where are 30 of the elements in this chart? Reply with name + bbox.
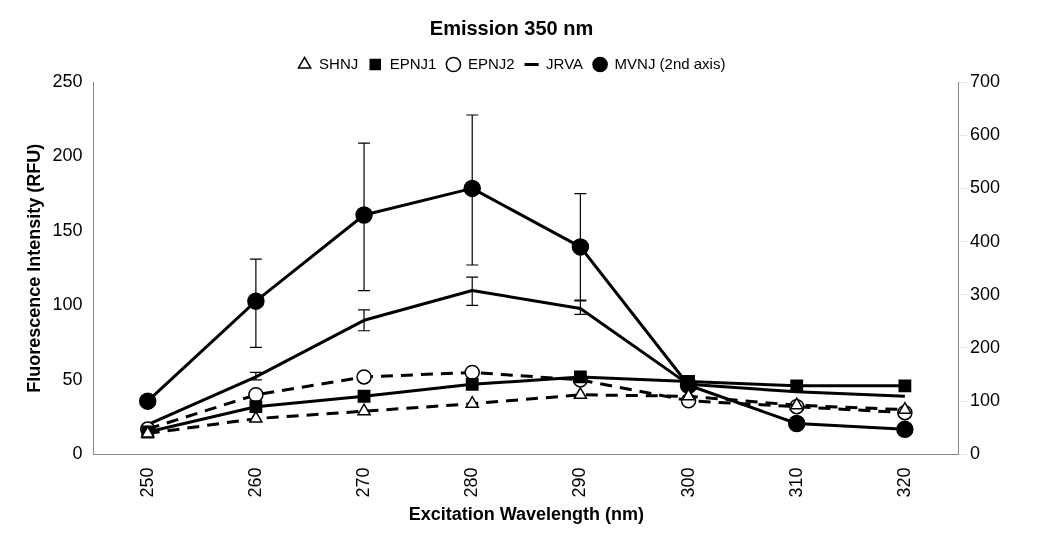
y2-tick-label: 700 <box>969 70 1001 91</box>
y2-tick-label: 300 <box>969 283 1001 304</box>
x-tick-label: 320 <box>893 467 914 498</box>
y-tick-label: 50 <box>62 368 83 389</box>
y2-tick-label: 600 <box>969 124 1001 145</box>
y-tick-label: 100 <box>52 294 83 315</box>
x-tick-label: 270 <box>353 467 374 498</box>
legend-label: SHNJ <box>319 54 359 72</box>
legend-label: EPNJ2 <box>467 54 515 72</box>
chart-title: Emission 350 nm <box>429 16 594 39</box>
x-tick-label: 300 <box>677 467 698 498</box>
x-tick-label: 260 <box>244 467 265 498</box>
y-tick-label: 200 <box>52 145 83 166</box>
y2-tick-label: 200 <box>969 336 1001 357</box>
y2-tick-label: 400 <box>969 230 1001 251</box>
legend-label: JRVA <box>546 54 584 72</box>
y2-tick-label: 100 <box>969 390 1001 411</box>
x-tick-label: 250 <box>136 467 157 498</box>
x-tick-label: 290 <box>569 467 590 498</box>
y-axis-title: Fluorescence Intensity (RFU) <box>23 143 44 393</box>
x-tick-label: 310 <box>785 467 806 498</box>
y2-tick-label: 500 <box>969 177 1001 198</box>
y2-tick-label: 0 <box>969 443 980 464</box>
legend-label: MVNJ (2nd axis) <box>614 54 726 72</box>
x-axis-title: Excitation Wavelength (nm) <box>408 504 644 525</box>
y-tick-label: 250 <box>52 70 83 91</box>
x-tick-label: 280 <box>461 467 482 498</box>
y-tick-label: 0 <box>72 443 83 464</box>
legend-label: EPNJ1 <box>389 54 437 72</box>
y-tick-label: 150 <box>52 219 83 240</box>
